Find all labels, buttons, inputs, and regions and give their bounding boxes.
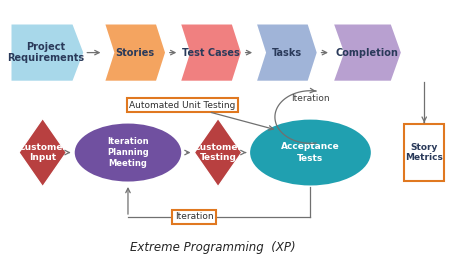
Text: Acceptance
Tests: Acceptance Tests — [281, 143, 340, 163]
Polygon shape — [194, 118, 242, 187]
Circle shape — [249, 118, 372, 187]
FancyBboxPatch shape — [404, 124, 444, 181]
Text: Iteration: Iteration — [175, 213, 214, 221]
Polygon shape — [104, 24, 166, 82]
Polygon shape — [256, 24, 318, 82]
Text: Tasks: Tasks — [272, 48, 302, 58]
Text: Project
Requirements: Project Requirements — [7, 42, 84, 63]
Polygon shape — [333, 24, 402, 82]
Text: Completion: Completion — [336, 48, 399, 58]
Circle shape — [73, 122, 182, 183]
Polygon shape — [180, 24, 242, 82]
Text: Customer
Input: Customer Input — [18, 143, 67, 162]
Text: Test Cases: Test Cases — [182, 48, 240, 58]
Polygon shape — [11, 24, 84, 82]
Polygon shape — [19, 118, 66, 187]
Text: Stories: Stories — [116, 48, 155, 58]
Text: Iteration: Iteration — [291, 94, 330, 103]
Text: Extreme Programming  (XP): Extreme Programming (XP) — [130, 241, 296, 254]
Text: Automated Unit Testing: Automated Unit Testing — [129, 101, 236, 110]
Text: Story
Metrics: Story Metrics — [405, 143, 443, 162]
Text: Customer
Testing: Customer Testing — [193, 143, 243, 162]
Text: Iteration
Planning
Meeting: Iteration Planning Meeting — [107, 137, 149, 168]
